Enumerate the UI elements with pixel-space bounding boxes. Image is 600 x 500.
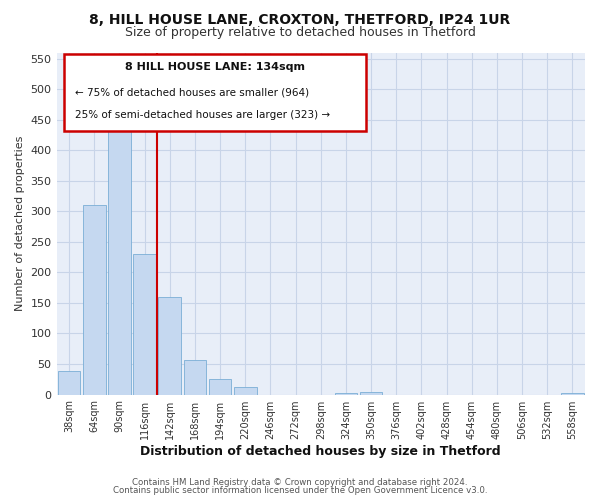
- Text: 8, HILL HOUSE LANE, CROXTON, THETFORD, IP24 1UR: 8, HILL HOUSE LANE, CROXTON, THETFORD, I…: [89, 12, 511, 26]
- Text: 25% of semi-detached houses are larger (323) →: 25% of semi-detached houses are larger (…: [75, 110, 330, 120]
- FancyBboxPatch shape: [64, 54, 365, 131]
- Text: Contains public sector information licensed under the Open Government Licence v3: Contains public sector information licen…: [113, 486, 487, 495]
- Y-axis label: Number of detached properties: Number of detached properties: [15, 136, 25, 311]
- Bar: [108, 116, 131, 394]
- Bar: [83, 204, 106, 394]
- Bar: [133, 254, 156, 394]
- Text: 8 HILL HOUSE LANE: 134sqm: 8 HILL HOUSE LANE: 134sqm: [125, 62, 305, 72]
- Bar: [234, 386, 257, 394]
- Bar: [184, 360, 206, 394]
- Text: Contains HM Land Registry data © Crown copyright and database right 2024.: Contains HM Land Registry data © Crown c…: [132, 478, 468, 487]
- X-axis label: Distribution of detached houses by size in Thetford: Distribution of detached houses by size …: [140, 444, 501, 458]
- Text: ← 75% of detached houses are smaller (964): ← 75% of detached houses are smaller (96…: [75, 88, 309, 98]
- Bar: [360, 392, 382, 394]
- Text: Size of property relative to detached houses in Thetford: Size of property relative to detached ho…: [125, 26, 475, 39]
- Bar: [58, 372, 80, 394]
- Bar: [209, 378, 232, 394]
- Bar: [158, 297, 181, 394]
